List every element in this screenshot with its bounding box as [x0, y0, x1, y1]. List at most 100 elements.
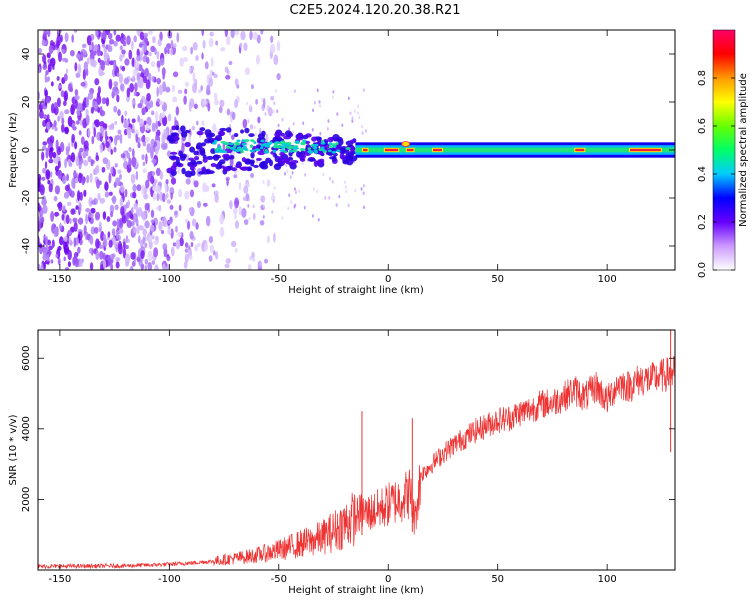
heatmap-cell	[148, 240, 153, 250]
heatmap-cell	[58, 51, 62, 63]
heatmap-cell	[166, 150, 172, 157]
heatmap-cell	[109, 38, 115, 45]
heatmap-cell	[250, 139, 255, 143]
heatmap-cell	[183, 95, 187, 105]
heatmap-cell	[91, 41, 94, 52]
heatmap-cell	[57, 115, 60, 122]
heatmap-cell	[184, 170, 193, 178]
heatmap-cell	[226, 108, 231, 116]
heatmap-cell	[273, 232, 276, 243]
heatmap-cell	[102, 123, 108, 129]
heatmap-cell	[40, 263, 44, 270]
heatmap-cell	[288, 193, 291, 197]
heatmap-cell	[273, 101, 276, 106]
heatmap-cell	[144, 202, 150, 211]
y-tick-label: -20	[21, 190, 32, 206]
y-tick-label: 4000	[21, 416, 32, 441]
heatmap-cell	[128, 157, 132, 169]
heatmap-cell	[109, 253, 115, 260]
heatmap-cell	[293, 205, 296, 209]
heatmap-cell	[209, 70, 213, 79]
heatmap-cell	[248, 217, 251, 221]
heatmap-cell	[249, 149, 256, 153]
heatmap-cell	[316, 88, 319, 93]
heatmap-cell	[291, 170, 294, 175]
heatmap-cell	[156, 86, 159, 98]
heatmap-cell	[42, 64, 48, 71]
carrier-band	[355, 141, 675, 158]
heatmap-cell	[347, 96, 350, 101]
heatmap-cell	[46, 114, 50, 121]
heatmap-cell	[345, 147, 351, 150]
heatmap-cell	[112, 220, 117, 227]
heatmap-cell	[170, 177, 177, 185]
heatmap-cell	[48, 148, 54, 159]
heatmap-cell	[121, 114, 124, 124]
heatmap-cell	[315, 160, 323, 165]
heatmap-cell	[232, 111, 235, 121]
heatmap-cell	[275, 89, 278, 93]
heatmap-cell	[215, 40, 218, 46]
heatmap-cell	[63, 73, 68, 82]
heatmap-cell	[94, 103, 98, 110]
heatmap-cell	[237, 146, 242, 150]
heatmap-cell	[108, 239, 113, 248]
heatmap-cell	[220, 140, 227, 144]
heatmap-cell	[112, 86, 117, 94]
heatmap-cell	[51, 239, 55, 248]
heatmap-cell	[68, 162, 73, 167]
heatmap-cell	[247, 263, 252, 270]
heatmap-cell	[332, 134, 340, 141]
heatmap-cell	[356, 111, 359, 115]
heatmap-cell	[105, 97, 110, 107]
heatmap-cell	[141, 154, 145, 161]
heatmap-cell	[120, 32, 124, 39]
carrier-peak	[401, 141, 411, 147]
heatmap-cell	[189, 98, 195, 108]
heatmap-cell	[168, 138, 176, 144]
heatmap-cell	[257, 150, 266, 156]
heatmap-cell	[250, 172, 254, 179]
heatmap-cell	[63, 256, 66, 262]
heatmap-cell	[53, 226, 59, 238]
heatmap-cell	[170, 192, 173, 200]
heatmap-cell	[273, 153, 278, 158]
heatmap-cell	[116, 218, 120, 228]
heatmap-cell	[170, 165, 177, 172]
heatmap-cell	[257, 266, 263, 270]
heatmap-cell	[250, 84, 254, 90]
heatmap-cell	[197, 242, 201, 247]
heatmap-cell	[81, 176, 86, 186]
heatmap-cell	[94, 78, 100, 86]
heatmap-cell	[188, 157, 195, 161]
heatmap-cell	[55, 253, 59, 259]
heatmap-cell	[240, 129, 245, 134]
heatmap-cell	[210, 163, 217, 168]
heatmap-cell	[99, 132, 103, 138]
heatmap-cell	[176, 32, 180, 43]
heatmap-cell	[175, 106, 180, 116]
heatmap-cell	[155, 120, 159, 130]
heatmap-cell	[77, 246, 81, 254]
heatmap-cell	[170, 169, 177, 176]
heatmap-cell	[208, 255, 213, 262]
heatmap-cell	[236, 139, 241, 143]
heatmap-cell	[158, 84, 164, 96]
heatmap-cell	[119, 173, 123, 180]
heatmap-cell	[43, 262, 47, 270]
heatmap-cell	[233, 144, 237, 148]
heatmap-cell	[85, 96, 90, 108]
heatmap-cell	[219, 213, 224, 225]
heatmap-cell	[181, 142, 185, 154]
snr-x-axis: -150 -100 -50 0 50 100	[49, 330, 617, 585]
heatmap-cell	[122, 241, 126, 250]
heatmap-cell	[150, 60, 156, 68]
heatmap-cell	[74, 141, 78, 150]
heatmap-cell	[190, 46, 193, 55]
heatmap-cell	[137, 206, 143, 217]
heatmap-cell	[255, 132, 258, 136]
heatmap-cell	[152, 36, 156, 44]
heatmap-cell	[233, 132, 239, 138]
snr-y-axis: 2000 4000 6000	[21, 346, 675, 512]
heatmap-cell	[129, 82, 135, 93]
